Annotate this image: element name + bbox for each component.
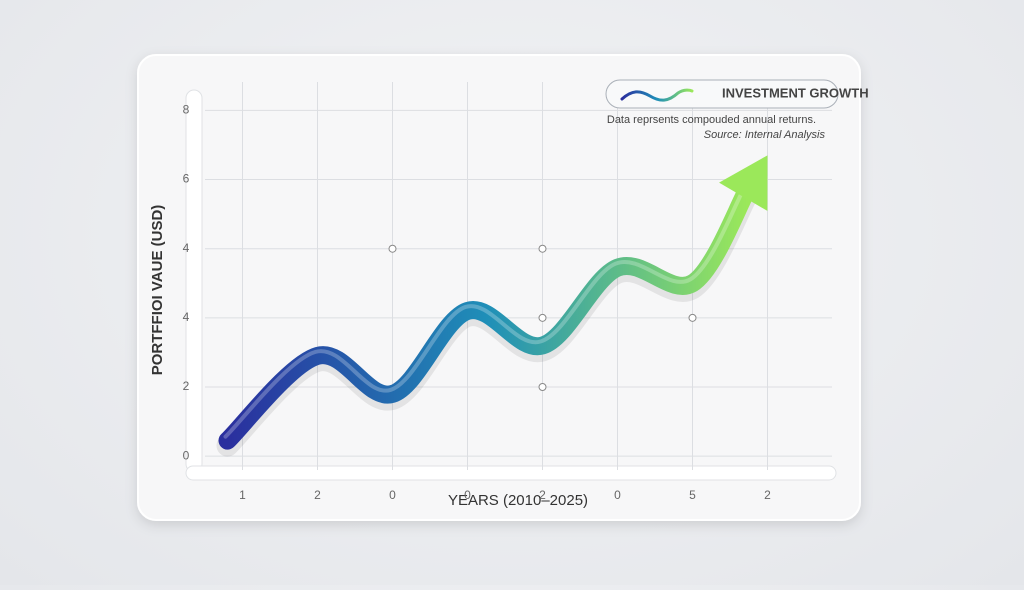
x-tick-label: 2 <box>314 488 321 502</box>
x-tick-label: 0 <box>464 488 471 502</box>
marker <box>688 313 697 322</box>
source: Source: Internal Analysis <box>704 129 826 141</box>
line <box>218 180 757 450</box>
y-tick-label: 4 <box>183 241 190 255</box>
x-tick-label: 0 <box>389 488 396 502</box>
card <box>137 54 861 521</box>
legend-swatch <box>620 88 694 102</box>
marker <box>388 244 397 253</box>
y-tick-label: 4 <box>183 310 190 324</box>
marker <box>538 313 547 322</box>
x-tick-label: 2 <box>539 488 546 502</box>
marker <box>538 244 547 253</box>
y-tick-label: 2 <box>183 379 190 393</box>
y-tick-label: 0 <box>183 448 190 462</box>
y-tick-label: 6 <box>183 172 190 186</box>
y-axis-bar <box>185 89 203 473</box>
x-tick-label: 1 <box>239 488 246 502</box>
x-tick-label: 2 <box>764 488 771 502</box>
x-tick-label: 5 <box>689 488 696 502</box>
y-axis-label: PORTFFIOI VAUE (USD) <box>149 205 166 376</box>
x-axis-label: YEARS (2010–2025) <box>448 492 588 509</box>
annotation: Data reprsents compouded annual returns. <box>607 114 816 126</box>
marker <box>538 383 547 392</box>
y-tick-label: 8 <box>183 103 190 117</box>
x-axis-bar <box>185 465 837 481</box>
legend-label: INVESTMENT GROWTH <box>722 85 869 100</box>
arrowhead <box>719 155 768 211</box>
line-highlight <box>223 183 748 439</box>
x-tick-label: 0 <box>614 488 621 502</box>
